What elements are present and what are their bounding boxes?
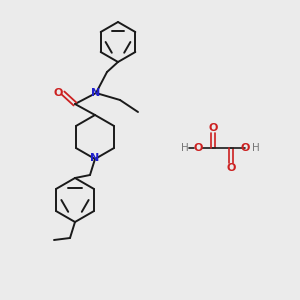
Text: N: N — [90, 153, 100, 163]
Text: O: O — [208, 123, 218, 133]
Text: H: H — [181, 143, 189, 153]
Text: O: O — [53, 88, 63, 98]
Text: O: O — [226, 163, 236, 173]
Text: O: O — [193, 143, 203, 153]
Text: O: O — [240, 143, 250, 153]
Text: H: H — [252, 143, 260, 153]
Text: N: N — [92, 88, 100, 98]
